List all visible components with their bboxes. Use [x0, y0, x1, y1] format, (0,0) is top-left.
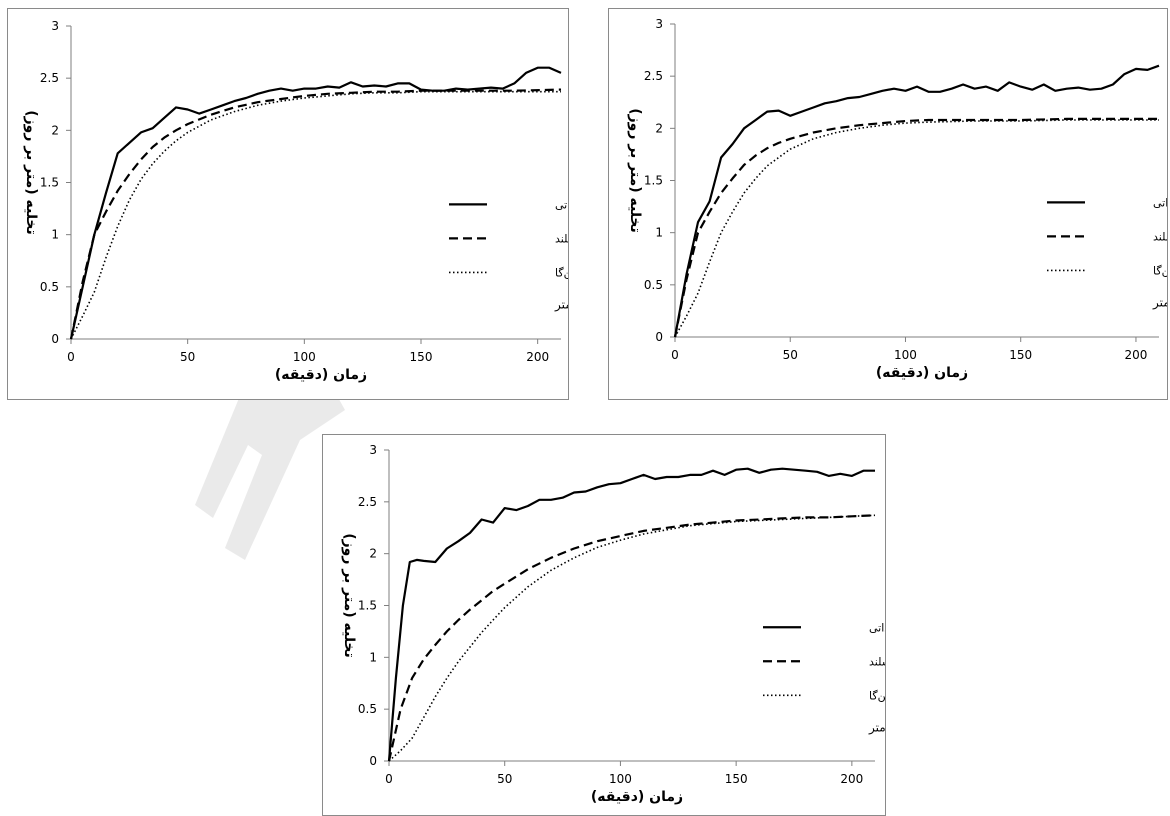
- x-tick-label: 0: [385, 772, 393, 786]
- x-tick-label: 0: [671, 348, 679, 362]
- series-line-dashed: [673, 117, 1159, 338]
- x-tick-label: 0: [67, 350, 75, 364]
- drain-depth-note: عمق زهکش‌ها ۰/۴ متر: [868, 720, 885, 735]
- legend-label: کراجنهوف ماسلند: [1153, 230, 1167, 243]
- y-tick-label: 3: [369, 443, 377, 457]
- x-tick-label: 150: [725, 772, 748, 786]
- y-tick-label: 0: [655, 330, 663, 344]
- x-tick-label: 200: [840, 772, 863, 786]
- y-tick-label: 1.5: [358, 599, 377, 613]
- drain-depth-note: عمق زهکش‌ها ۰/۳ متر: [554, 297, 568, 312]
- legend-label: کراجنهوف ماسلند: [555, 232, 568, 245]
- legend-label: کراجنهوف ماسلند: [869, 655, 885, 668]
- chart-svg: 0 0.5 1 1.5 2 2.5 3 0 50 100 150 200 زمان (دقیقه) تخل…: [23, 19, 568, 383]
- y-axis-title: تخلیه (متر بر روز): [341, 533, 357, 658]
- y-tick-label: 2: [369, 547, 377, 561]
- legend-label: مشاهداتی: [869, 621, 885, 634]
- series-line-dotted: [70, 90, 561, 340]
- chart-drain-depth-0.2: 0 0.5 1 1.5 2 2.5 3 0 50 100 150 200 زمان (دقیقه) تخل…: [608, 8, 1168, 400]
- y-tick-label: 2.5: [358, 495, 377, 509]
- x-axis-title: زمان (دقیقه): [591, 789, 683, 805]
- y-tick-label: 1.5: [40, 176, 59, 190]
- y-tick-label: 2: [655, 121, 663, 135]
- y-tick-label: 2.5: [644, 69, 663, 83]
- x-axis-title: زمان (دقیقه): [876, 365, 968, 381]
- legend-label: مشاهداتی: [1153, 196, 1167, 209]
- y-tick-label: 2.5: [40, 71, 59, 85]
- y-tick-label: 0.5: [358, 702, 377, 716]
- x-tick-label: 200: [526, 350, 549, 364]
- drain-depth-note: عمق زهکش‌ها ۰/۲ متر: [1152, 295, 1167, 310]
- y-tick-label: 2: [51, 123, 59, 137]
- y-tick-label: 0: [369, 754, 377, 768]
- legend-label: مشاهداتی: [555, 198, 568, 211]
- series-line-dotted: [674, 119, 1159, 338]
- y-axis-title: تخلیه (متر بر روز): [627, 108, 643, 233]
- y-tick-label: 0.5: [40, 280, 59, 294]
- chart-drain-depth-0.4: 0 0.5 1 1.5 2 2.5 3 0 50 100 150 200 زمان (دقیقه) تخل…: [322, 434, 886, 816]
- x-tick-label: 100: [609, 772, 632, 786]
- x-tick-label: 150: [410, 350, 433, 364]
- x-tick-label: 150: [1009, 348, 1032, 362]
- x-tick-label: 100: [894, 348, 917, 362]
- x-tick-label: 100: [293, 350, 316, 364]
- legend-label: دوزوهلین‌گا: [869, 689, 885, 702]
- legend-label: دوزوهلین‌گا: [555, 266, 568, 279]
- y-tick-label: 3: [655, 17, 663, 31]
- x-axis-title: زمان (دقیقه): [275, 367, 367, 383]
- series-line-solid: [387, 467, 875, 762]
- series-line-solid: [673, 64, 1160, 338]
- y-tick-label: 0.5: [644, 278, 663, 292]
- series-line-dashed: [69, 88, 562, 340]
- y-tick-label: 1: [369, 650, 377, 664]
- chart-svg: 0 0.5 1 1.5 2 2.5 3 0 50 100 150 200 زمان (دقیقه) تخل…: [341, 443, 885, 805]
- series-line-dashed: [387, 514, 876, 762]
- y-tick-label: 1: [655, 226, 663, 240]
- chart-drain-depth-0.3: 0 0.5 1 1.5 2 2.5 3 0 50 100 150 200 زمان (دقیقه) تخل…: [7, 8, 569, 400]
- series-line-dotted: [388, 514, 876, 762]
- y-tick-label: 1.5: [644, 174, 663, 188]
- chart-svg: 0 0.5 1 1.5 2 2.5 3 0 50 100 150 200 زمان (دقیقه) تخل…: [627, 17, 1167, 381]
- x-tick-label: 50: [497, 772, 512, 786]
- x-tick-label: 200: [1124, 348, 1147, 362]
- y-tick-label: 0: [51, 332, 59, 346]
- series-line-solid: [69, 66, 562, 340]
- legend-label: دوزوهلین‌گا: [1153, 264, 1167, 277]
- y-axis-title: تخلیه (متر بر روز): [23, 110, 39, 235]
- x-tick-label: 50: [783, 348, 798, 362]
- y-tick-label: 1: [51, 228, 59, 242]
- y-tick-label: 3: [51, 19, 59, 33]
- x-tick-label: 50: [180, 350, 195, 364]
